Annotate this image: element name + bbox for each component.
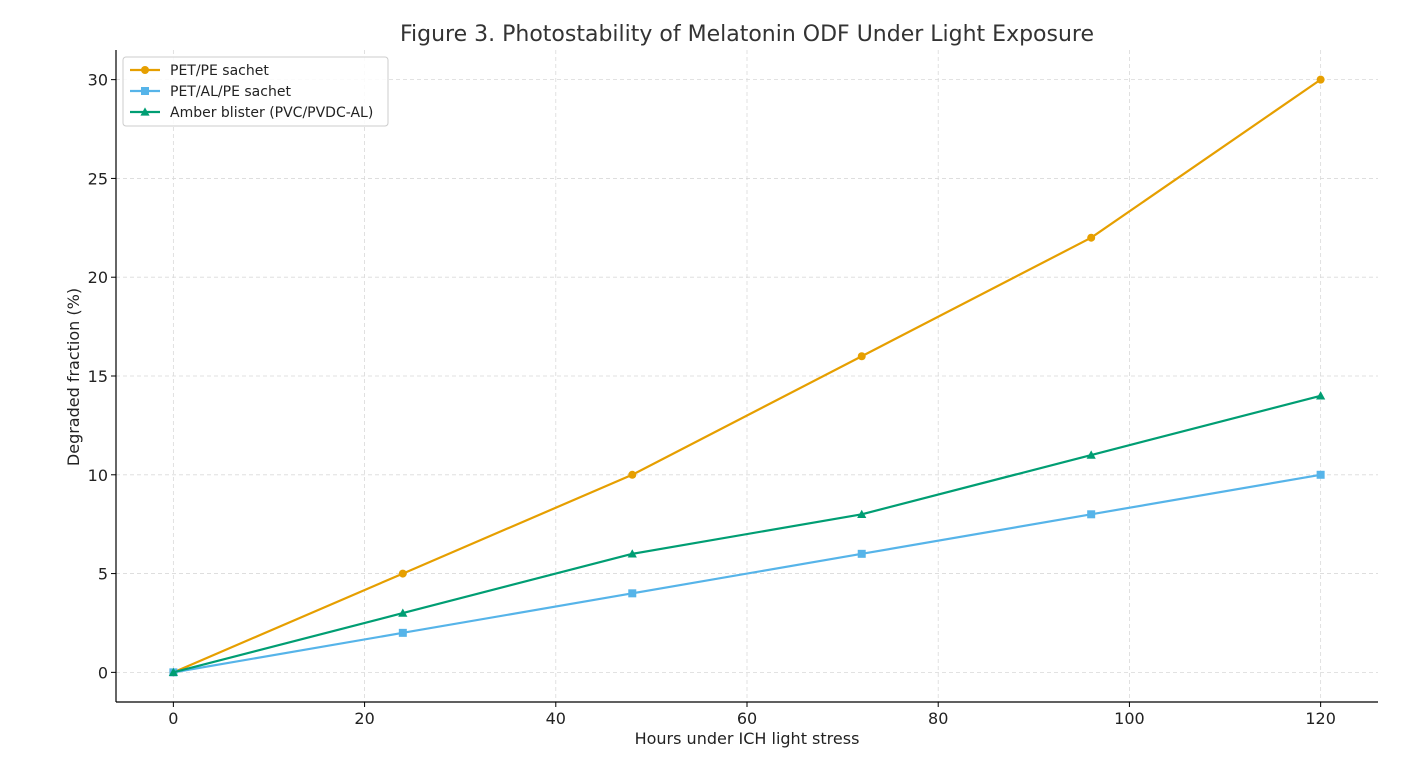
- x-tick-label: 80: [928, 709, 948, 728]
- chart-title: Figure 3. Photostability of Melatonin OD…: [400, 22, 1094, 47]
- data-point: [857, 549, 866, 558]
- data-point: [398, 608, 408, 617]
- y-tick-label: 15: [88, 367, 108, 386]
- x-axis-label: Hours under ICH light stress: [635, 729, 860, 748]
- legend-label: PET/PE sachet: [170, 63, 269, 79]
- series-layer: [168, 75, 1326, 677]
- legend-swatch-marker: [140, 107, 150, 116]
- x-tick-label: 100: [1114, 709, 1145, 728]
- data-point: [398, 628, 407, 637]
- y-tick-label: 10: [88, 466, 108, 485]
- data-point: [1316, 75, 1325, 84]
- data-point: [628, 470, 637, 479]
- series-group: [168, 391, 1326, 677]
- data-point: [398, 569, 407, 578]
- legend-swatch-marker: [141, 87, 149, 95]
- legend: PET/PE sachet PET/AL/PE sachet Amber blist…: [122, 56, 389, 127]
- series-line: [173, 394, 1321, 674]
- legend-swatch-marker: [141, 66, 149, 74]
- data-point: [857, 352, 866, 361]
- legend-label: Amber blister (PVC/PVDC-AL): [170, 105, 373, 121]
- data-point: [1086, 450, 1096, 459]
- y-axis-label: Degraded fraction (%): [64, 288, 83, 466]
- data-point: [1316, 391, 1326, 400]
- data-point: [168, 667, 178, 677]
- y-tick-label: 5: [98, 565, 108, 584]
- grid: [116, 50, 1378, 702]
- x-axis-ticks: 0 20 40 60 80 100 120: [168, 702, 1336, 728]
- y-axis-ticks: 0 5 10 15 20 25 30: [88, 71, 116, 682]
- y-tick-label: 30: [88, 71, 108, 90]
- x-tick-label: 0: [168, 709, 178, 728]
- data-point: [1316, 470, 1325, 479]
- legend-label: PET/AL/PE sachet: [170, 84, 291, 100]
- data-point: [628, 589, 637, 598]
- x-tick-label: 20: [354, 709, 374, 728]
- data-point: [1087, 233, 1096, 242]
- data-point: [1087, 510, 1096, 519]
- y-tick-label: 0: [98, 663, 108, 682]
- x-tick-label: 40: [546, 709, 566, 728]
- y-tick-label: 25: [88, 169, 108, 188]
- series-line: [173, 473, 1321, 674]
- legend-box: [122, 56, 389, 127]
- y-tick-label: 20: [88, 268, 108, 287]
- series-line: [172, 78, 1322, 674]
- data-point: [857, 509, 867, 518]
- x-tick-label: 120: [1305, 709, 1336, 728]
- x-tick-label: 60: [737, 709, 757, 728]
- data-point: [627, 549, 637, 558]
